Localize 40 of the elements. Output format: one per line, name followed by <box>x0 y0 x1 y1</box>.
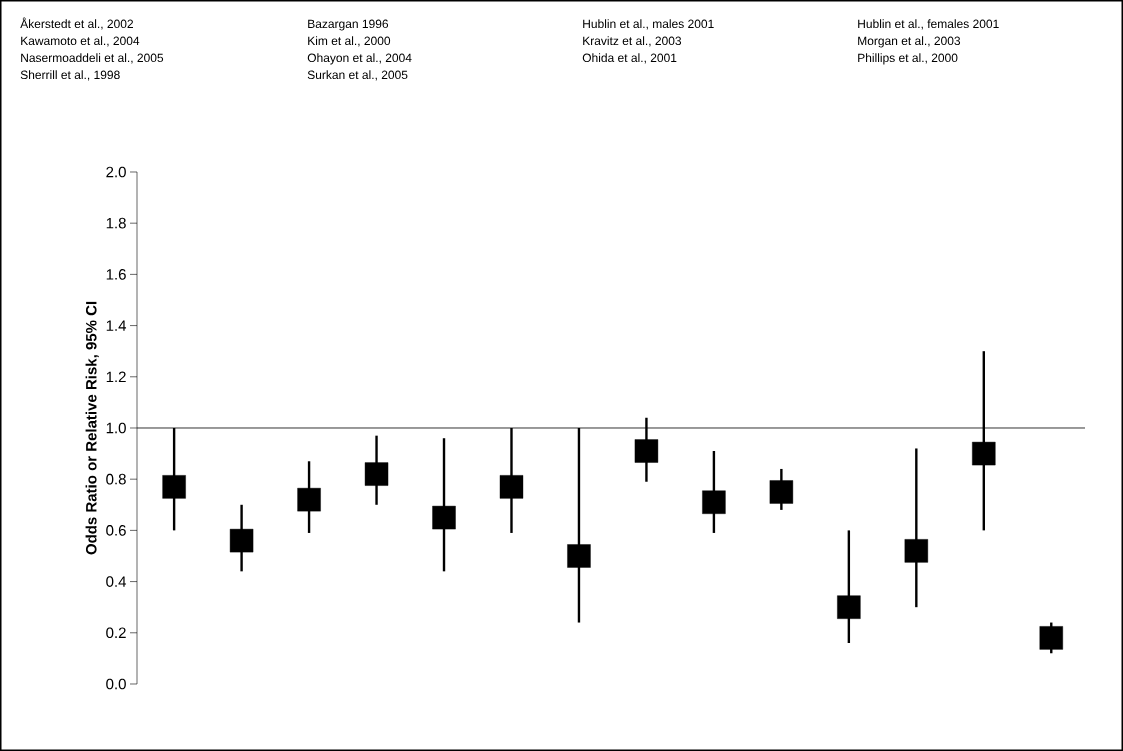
text: Kim et al., 2000 <box>308 36 391 47</box>
point <box>1039 626 1063 650</box>
point <box>364 462 389 486</box>
point <box>972 441 996 466</box>
text: Sherrill et al., 1998 <box>20 70 120 81</box>
text: Hublin et al., males 2001 <box>583 19 714 30</box>
point <box>634 439 659 463</box>
point <box>702 490 726 514</box>
y-tick-label: 0.4 <box>106 576 127 587</box>
point <box>229 528 254 553</box>
point <box>432 505 456 530</box>
point <box>567 544 591 568</box>
point <box>162 475 186 499</box>
text: Phillips et al., 2000 <box>858 53 958 65</box>
y-tick-label: 0.0 <box>106 678 126 690</box>
text: Surkan et al., 2005 <box>307 70 408 81</box>
y-tick-label: 0.6 <box>106 525 126 536</box>
y-axis-title: Odds Ratio or Relative Risk, 95% CI <box>85 301 99 555</box>
point <box>904 539 929 563</box>
point <box>297 487 321 512</box>
point <box>769 480 794 504</box>
text: Hublin et al., females 2001 <box>858 19 999 30</box>
y-tick-label: 0.2 <box>106 627 126 639</box>
text: Nasermoaddeli et al., 2005 <box>21 53 164 64</box>
y-tick-label: 1.6 <box>106 269 126 280</box>
y-tick-label: 0.8 <box>106 473 126 485</box>
text: Kravitz et al., 2003 <box>583 36 682 47</box>
text: Bazargan 1996 <box>308 19 389 31</box>
point <box>837 595 861 619</box>
text: Ohida et al., 2001 <box>582 53 677 64</box>
y-tick-label: 2.0 <box>106 166 126 178</box>
text: Morgan et al., 2003 <box>858 36 961 48</box>
y-tick-label: 1.0 <box>106 422 126 434</box>
text: Kawamoto et al., 2004 <box>21 36 140 47</box>
text: Åkerstedt et al., 2002 <box>20 17 133 30</box>
y-tick-label: 1.2 <box>106 371 126 383</box>
y-tick-label: 1.4 <box>106 320 127 331</box>
text: Ohayon et al., 2004 <box>307 53 412 65</box>
y-tick-label: 1.8 <box>106 217 126 229</box>
point <box>499 475 524 499</box>
